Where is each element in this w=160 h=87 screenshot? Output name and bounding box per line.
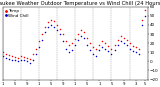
Point — [62, 33, 64, 35]
Point — [137, 53, 140, 55]
Point — [83, 32, 86, 33]
Point — [41, 39, 43, 40]
Point — [50, 19, 52, 20]
Point — [16, 57, 19, 58]
Point — [125, 44, 128, 46]
Point — [56, 24, 58, 26]
Point — [107, 45, 110, 47]
Point — [119, 41, 122, 42]
Point — [113, 50, 116, 51]
Point — [65, 41, 67, 42]
Point — [134, 52, 137, 53]
Point — [32, 59, 34, 60]
Point — [137, 48, 140, 49]
Point — [104, 48, 107, 49]
Point — [98, 44, 101, 46]
Point — [140, 24, 143, 26]
Point — [98, 50, 101, 51]
Point — [68, 52, 70, 53]
Point — [77, 33, 80, 35]
Point — [119, 35, 122, 37]
Point — [89, 42, 92, 44]
Point — [35, 53, 37, 55]
Point — [71, 42, 73, 44]
Point — [92, 46, 95, 48]
Point — [128, 42, 131, 44]
Point — [59, 33, 61, 35]
Point — [144, 15, 146, 17]
Point — [38, 46, 40, 48]
Point — [74, 44, 76, 46]
Point — [53, 21, 55, 22]
Point — [13, 56, 16, 58]
Point — [68, 44, 70, 46]
Point — [128, 48, 131, 49]
Point — [4, 53, 7, 55]
Point — [50, 24, 52, 26]
Legend: Temp, Wind Chill: Temp, Wind Chill — [5, 9, 29, 18]
Point — [92, 53, 95, 55]
Point — [20, 55, 22, 57]
Point — [74, 38, 76, 39]
Point — [44, 26, 46, 27]
Point — [44, 32, 46, 33]
Point — [20, 59, 22, 60]
Point — [144, 10, 146, 11]
Point — [23, 56, 25, 58]
Point — [71, 50, 73, 51]
Point — [89, 50, 92, 51]
Point — [116, 39, 119, 40]
Point — [101, 46, 104, 48]
Point — [80, 35, 83, 37]
Point — [29, 58, 31, 59]
Point — [116, 44, 119, 46]
Point — [62, 41, 64, 42]
Point — [77, 39, 80, 40]
Point — [59, 28, 61, 29]
Point — [1, 55, 4, 57]
Point — [125, 39, 128, 40]
Point — [7, 58, 10, 59]
Point — [107, 51, 110, 52]
Point — [16, 61, 19, 62]
Point — [122, 42, 125, 44]
Point — [80, 30, 83, 31]
Point — [131, 45, 134, 47]
Point — [86, 44, 89, 46]
Point — [47, 26, 49, 27]
Title: Milwaukee Weather Outdoor Temperature vs Wind Chill (24 Hours): Milwaukee Weather Outdoor Temperature vs… — [0, 1, 160, 6]
Point — [140, 19, 143, 20]
Point — [53, 26, 55, 27]
Point — [41, 33, 43, 35]
Point — [7, 54, 10, 56]
Point — [10, 55, 13, 57]
Point — [23, 60, 25, 61]
Point — [83, 37, 86, 38]
Point — [95, 55, 98, 57]
Point — [95, 48, 98, 49]
Point — [86, 37, 89, 38]
Point — [26, 57, 28, 58]
Point — [65, 48, 67, 49]
Point — [35, 48, 37, 49]
Point — [38, 41, 40, 42]
Point — [56, 30, 58, 31]
Point — [4, 57, 7, 58]
Point — [101, 41, 104, 42]
Point — [104, 42, 107, 44]
Point — [10, 59, 13, 60]
Point — [26, 61, 28, 62]
Point — [1, 52, 4, 53]
Point — [134, 46, 137, 48]
Point — [122, 37, 125, 38]
Point — [131, 51, 134, 52]
Point — [47, 22, 49, 23]
Point — [32, 53, 34, 55]
Point — [113, 44, 116, 46]
Point — [29, 62, 31, 64]
Point — [110, 48, 113, 49]
Point — [110, 53, 113, 55]
Point — [13, 60, 16, 61]
